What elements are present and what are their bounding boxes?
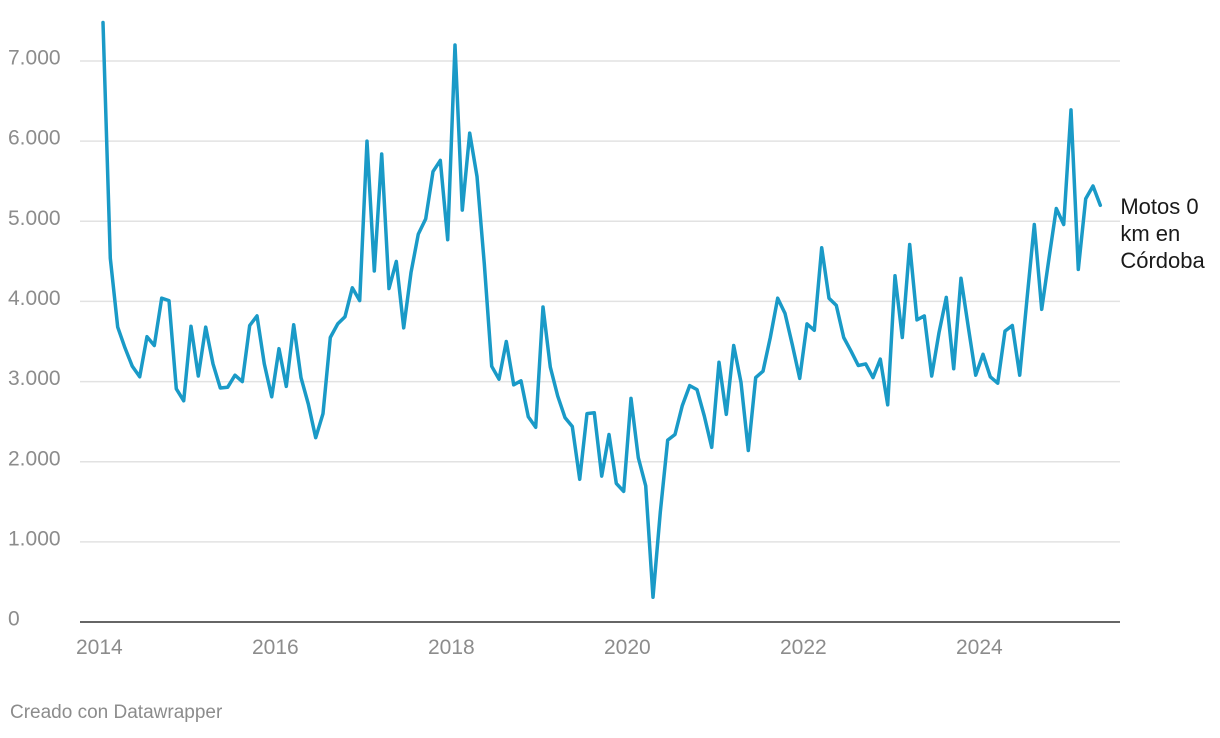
series-label: Motos 0 km en Córdoba [1120,194,1205,273]
credit-text: Creado con Datawrapper [10,702,223,723]
x-axis-ticks: 2014 2016 2018 2020 2022 2024 [76,636,1003,659]
y-tick-label: 3.000 [8,367,61,390]
y-tick-label: 5.000 [8,207,61,230]
series-label-line: Motos 0 [1120,194,1198,219]
gridlines [80,60,1120,623]
series-label-line: km en [1120,221,1180,246]
series-labels: Motos 0 km en Córdoba [1120,194,1205,273]
y-tick-label: 7.000 [8,47,61,70]
x-tick-label: 2022 [780,636,827,659]
y-tick-label: 1.000 [8,527,61,550]
x-tick-label: 2016 [252,636,299,659]
series-line-motos [101,20,1103,599]
x-tick-label: 2014 [76,636,123,659]
y-tick-label: 4.000 [8,287,61,310]
y-tick-label: 2.000 [8,447,61,470]
y-axis-ticks: 0 1.000 2.000 3.000 4.000 5.000 6.000 7.000 [8,47,61,631]
x-tick-label: 2024 [956,636,1003,659]
y-tick-label: 0 [8,608,20,631]
y-tick-label: 6.000 [8,127,61,150]
x-tick-label: 2020 [604,636,651,659]
x-tick-label: 2018 [428,636,475,659]
line-chart: 0 1.000 2.000 3.000 4.000 5.000 6.000 7.000 201… [8,20,1205,659]
series-label-line: Córdoba [1120,248,1205,273]
series-lines [101,20,1103,599]
